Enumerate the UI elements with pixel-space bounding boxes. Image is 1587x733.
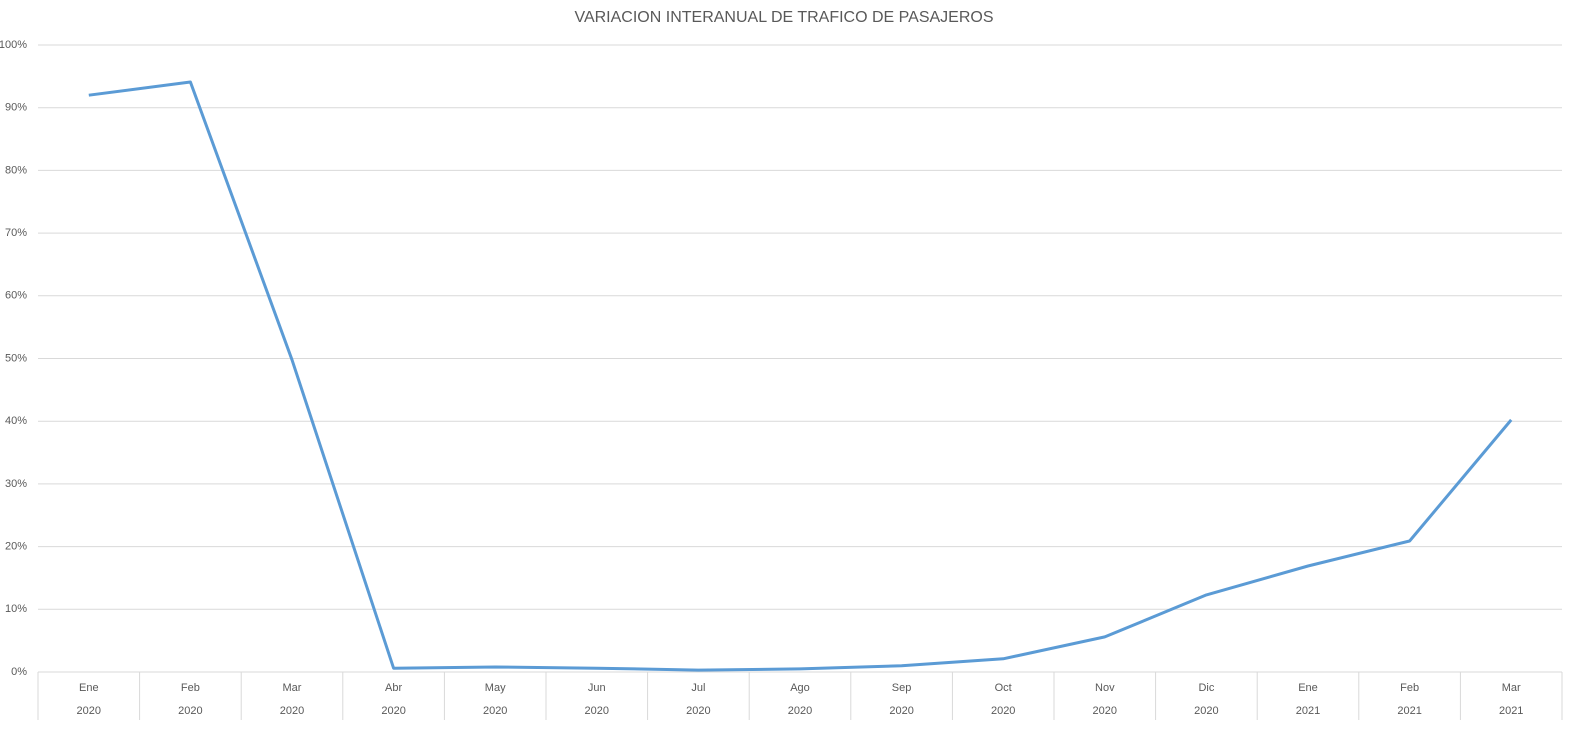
x-tick-label: Dic [1198,682,1214,694]
x-tick-label: May [485,682,506,694]
x-tick-label: Mar [1502,682,1521,694]
x-year-label: 2020 [178,705,202,717]
x-tick-label: Jul [691,682,705,694]
y-tick-label: 50% [5,352,27,364]
x-year-label: 2020 [483,705,507,717]
x-tick-label: Sep [892,682,912,694]
x-year-label: 2020 [585,705,609,717]
y-tick-label: 20% [5,541,27,553]
x-year-label: 2020 [788,705,812,717]
x-year-label: 2020 [686,705,710,717]
x-tick-label: Nov [1095,682,1115,694]
y-tick-label: 90% [5,102,27,114]
chart-title: VARIACION INTERANUAL DE TRAFICO DE PASAJ… [574,9,993,26]
x-tick-label: Mar [283,682,302,694]
x-year-label: 2020 [77,705,101,717]
y-tick-label: 0% [11,666,27,678]
x-tick-label: Feb [181,682,200,694]
y-tick-label: 100% [0,39,27,51]
x-year-label: 2020 [1194,705,1218,717]
x-tick-label: Jun [588,682,606,694]
y-tick-label: 60% [5,290,27,302]
x-year-label: 2020 [991,705,1015,717]
x-tick-label: Ene [1298,682,1318,694]
y-tick-label: 70% [5,227,27,239]
x-year-label: 2020 [381,705,405,717]
y-tick-label: 80% [5,164,27,176]
x-tick-label: Feb [1400,682,1419,694]
y-tick-label: 40% [5,415,27,427]
y-tick-label: 10% [5,603,27,615]
y-tick-label: 30% [5,478,27,490]
x-tick-label: Abr [385,682,402,694]
x-year-label: 2020 [889,705,913,717]
x-year-label: 2020 [280,705,304,717]
x-year-label: 2020 [1093,705,1117,717]
x-tick-label: Ago [790,682,810,694]
x-tick-label: Oct [995,682,1012,694]
x-year-label: 2021 [1296,705,1320,717]
x-year-label: 2021 [1499,705,1523,717]
x-year-label: 2021 [1397,705,1421,717]
x-tick-label: Ene [79,682,99,694]
data-line [88,80,1513,672]
